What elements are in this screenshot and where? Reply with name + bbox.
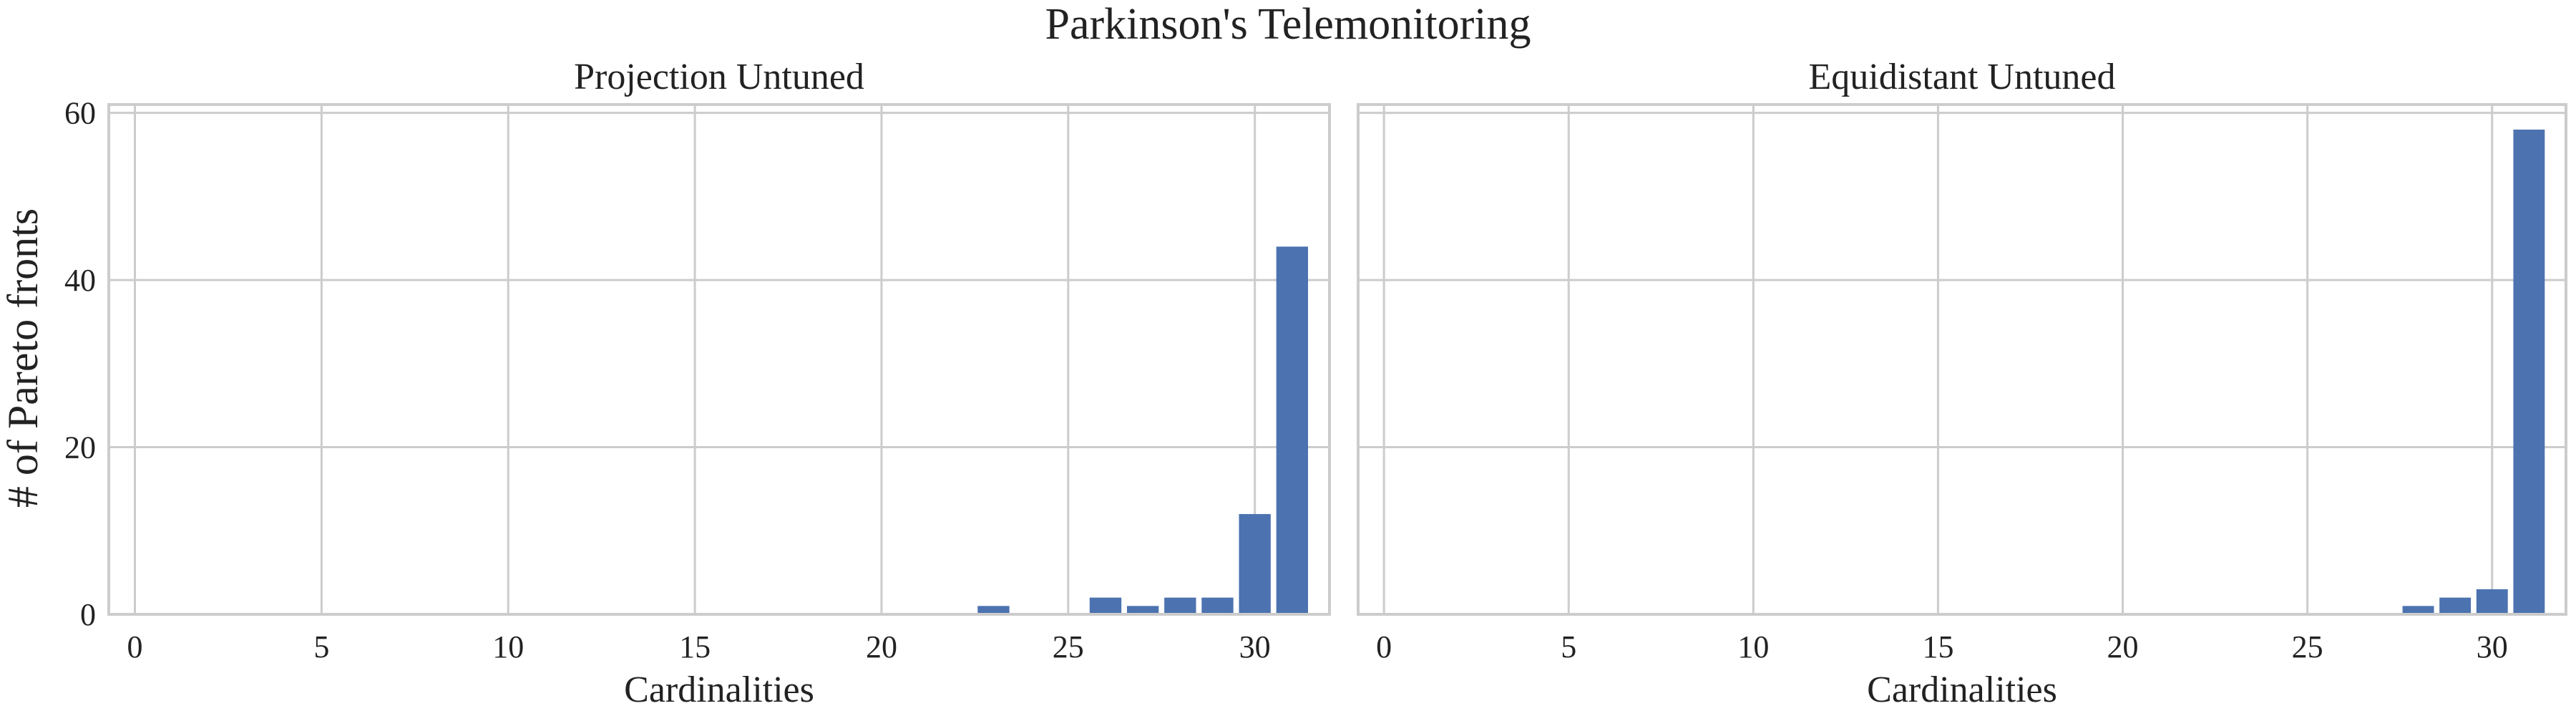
panel-equidistant-untuned: 0 5 10 15 20 25 30 Equidistant Untuned Cardinali… [1357,57,2567,710]
bar [1126,606,1159,614]
bar [2439,597,2472,614]
bar [1239,513,1271,614]
x-tick-label: 20 [866,629,897,664]
y-tick-label: 0 [80,597,96,632]
bar [1201,597,1234,614]
x-tick-label: 5 [1561,629,1576,664]
y-tick-label: 60 [64,96,96,131]
x-tick-label: 0 [127,629,143,664]
bar [1276,246,1309,614]
y-axis-label: # of Pareto fronts [0,208,47,508]
x-tick-label: 15 [679,629,711,664]
x-axis-label: Cardinalities [1867,669,2057,710]
x-tick-label: 10 [1737,629,1769,664]
chart-title: Parkinson's Telemonitoring [1045,0,1531,49]
bar [1089,597,1122,614]
panel-title: Equidistant Untuned [1809,57,2116,97]
x-axis-label: Cardinalities [624,669,814,710]
x-tick-label: 25 [2292,629,2323,664]
x-tick-label: 20 [2107,629,2139,664]
x-tick-label: 25 [1053,629,1084,664]
x-tick-label: 30 [2477,629,2508,664]
x-tick-label: 0 [1376,629,1392,664]
bar [2476,589,2508,614]
x-tick-label: 5 [313,629,329,664]
bar [2402,606,2434,614]
y-tick-label: 20 [64,430,96,465]
bar [977,606,1010,614]
x-tick-label: 15 [1922,629,1953,664]
panel-title: Projection Untuned [574,57,864,97]
bar [2513,130,2545,615]
x-tick-label: 10 [492,629,524,664]
axes-frame [107,103,1331,616]
y-tick-label: 40 [64,263,96,298]
x-tick-label: 30 [1239,629,1271,664]
axes-frame [1357,103,2567,616]
panel-projection-untuned: 0 5 10 15 20 25 30 0 20 40 60 Projection Untuned Car… [64,57,1331,710]
bar [1164,597,1196,614]
